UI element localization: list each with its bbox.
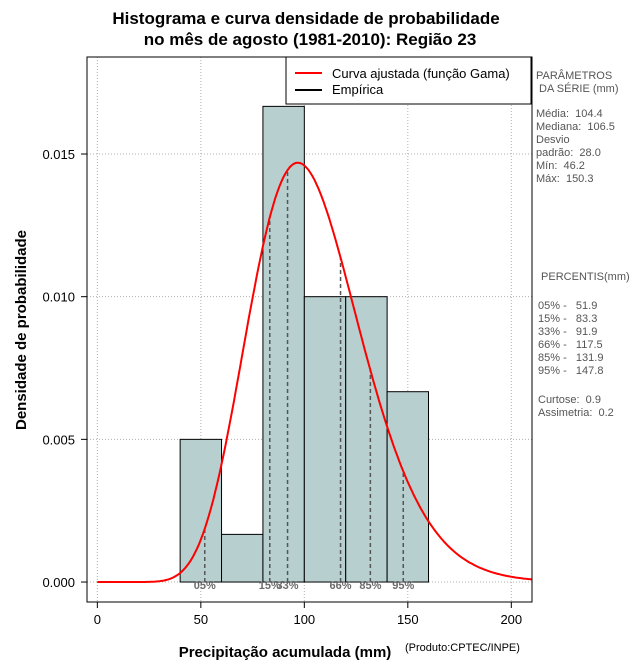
stddev-label: Desvio: [536, 134, 570, 146]
legend-curve-label: Curva ajustada (função Gama): [332, 66, 510, 81]
y-tick-label: 0.005: [42, 432, 75, 447]
percentile-labels: 05% 15%33% 66% 85% 95%: [194, 580, 415, 592]
percentile-lines: [204, 170, 405, 583]
params-subtitle: DA SÉRIE (mm): [536, 83, 619, 95]
max-value: Máx: 150.3: [536, 173, 594, 185]
percentile-05: 05% - 51.9: [538, 300, 598, 312]
percentile-label: 66%: [330, 580, 352, 592]
histogram-bar: [179, 438, 223, 583]
percentile-label: 95%: [392, 580, 414, 592]
params-title: PARÂMETROS: [536, 70, 613, 82]
y-tick-label: 0.010: [42, 290, 75, 305]
x-axis-ticks: 0 50 100 150 200: [94, 602, 522, 627]
gamma-curve: [97, 161, 533, 583]
percentiles-title: PERCENTIS(mm): [538, 271, 630, 283]
percentile-33: 33% - 91.9: [538, 326, 598, 338]
x-tick-label: 150: [397, 612, 419, 627]
median-value: Mediana: 106.5: [536, 121, 615, 133]
y-tick-label: 0.000: [42, 575, 75, 590]
percentile-95: 95% - 147.8: [538, 365, 604, 377]
y-axis-ticks: 0.000 0.005 0.010 0.015: [42, 147, 87, 590]
kurtosis-value: Curtose: 0.9: [538, 394, 601, 406]
percentile-15: 15% - 83.3: [538, 313, 598, 325]
mean-value: Média: 104.4: [536, 108, 603, 120]
credit-text: (Produto:CPTEC/INPE): [405, 642, 520, 654]
percentiles-panel: PERCENTIS(mm) 05% - 51.9 15% - 83.3 33% …: [538, 271, 630, 420]
histogram-bar: [303, 296, 347, 583]
x-tick-label: 200: [500, 612, 522, 627]
histogram-bar: [345, 296, 388, 583]
min-value: Mín: 46.2: [536, 160, 585, 172]
legend-empirical-label: Empírica: [332, 82, 384, 97]
percentile-label: 33%: [277, 580, 299, 592]
legend-box: [285, 56, 532, 105]
histogram-bar: [221, 533, 264, 583]
x-axis-title: Precipitação acumulada (mm): [179, 644, 392, 660]
histogram-bars: [179, 105, 430, 583]
percentile-label: 85%: [359, 580, 381, 592]
y-axis-title: Densidade de probabilidade: [13, 230, 30, 430]
x-tick-label: 100: [293, 612, 315, 627]
chart-title-line2: no mês de agosto (1981-2010): Região 23: [144, 30, 477, 49]
series-parameters-panel: PARÂMETROS DA SÉRIE (mm) Média: 104.4 Me…: [536, 70, 619, 186]
percentile-label: 05%: [194, 580, 216, 592]
stddev-value: padrão: 28.0: [536, 147, 601, 159]
percentile-66: 66% - 117.5: [538, 339, 603, 351]
chart-title-line1: Histograma e curva densidade de probabil…: [112, 9, 499, 28]
percentile-label: 15%: [259, 580, 281, 592]
skewness-value: Assimetria: 0.2: [538, 407, 614, 419]
x-tick-label: 0: [94, 612, 101, 627]
y-tick-label: 0.015: [42, 147, 75, 162]
x-tick-label: 50: [194, 612, 208, 627]
histogram-bar: [386, 391, 430, 583]
percentile-85: 85% - 131.9: [538, 352, 604, 364]
legend: Curva ajustada (função Gama) Empírica: [285, 56, 532, 105]
